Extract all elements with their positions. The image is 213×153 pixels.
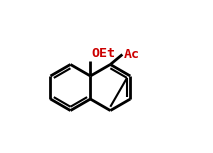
Text: OEt: OEt — [91, 47, 115, 60]
Text: Ac: Ac — [124, 48, 140, 61]
